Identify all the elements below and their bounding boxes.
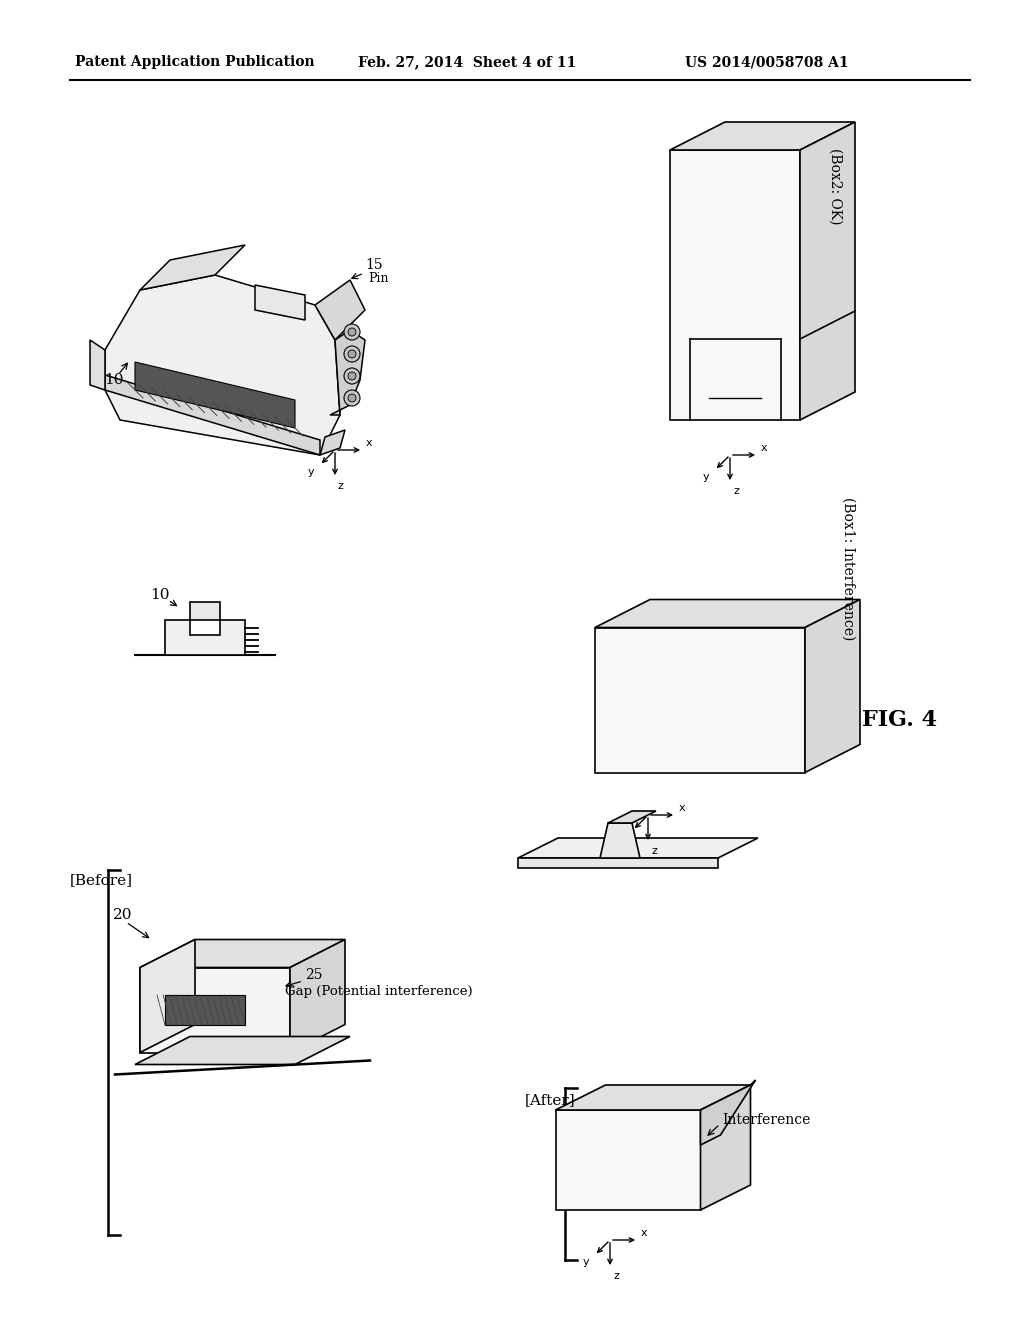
Polygon shape — [595, 599, 860, 627]
Text: 20: 20 — [113, 908, 132, 921]
Text: x: x — [761, 444, 768, 453]
Text: 10: 10 — [150, 587, 170, 602]
Text: x: x — [366, 438, 373, 447]
Text: y: y — [621, 833, 628, 842]
Polygon shape — [595, 627, 805, 772]
Circle shape — [344, 389, 360, 407]
Text: [Before]: [Before] — [70, 873, 133, 887]
Polygon shape — [140, 246, 245, 290]
Polygon shape — [319, 430, 345, 455]
Polygon shape — [670, 121, 855, 150]
Text: z: z — [733, 486, 739, 496]
Text: Feb. 27, 2014  Sheet 4 of 11: Feb. 27, 2014 Sheet 4 of 11 — [358, 55, 577, 69]
Circle shape — [348, 372, 356, 380]
Text: Patent Application Publication: Patent Application Publication — [75, 55, 314, 69]
Polygon shape — [670, 150, 800, 420]
Text: US 2014/0058708 A1: US 2014/0058708 A1 — [685, 55, 849, 69]
Polygon shape — [135, 362, 295, 428]
Polygon shape — [290, 940, 345, 1052]
Polygon shape — [140, 940, 345, 968]
Text: 15: 15 — [365, 257, 383, 272]
Polygon shape — [330, 330, 365, 414]
Polygon shape — [555, 1085, 751, 1110]
Text: y: y — [308, 467, 314, 478]
Polygon shape — [165, 995, 245, 1026]
Text: Interference: Interference — [722, 1113, 810, 1127]
Text: x: x — [679, 803, 686, 813]
Text: y: y — [583, 1258, 590, 1267]
Polygon shape — [700, 1080, 756, 1144]
Polygon shape — [105, 275, 340, 455]
Polygon shape — [805, 599, 860, 772]
Polygon shape — [600, 822, 640, 858]
Circle shape — [348, 350, 356, 358]
Text: Pin: Pin — [368, 272, 388, 285]
Circle shape — [344, 323, 360, 341]
Polygon shape — [518, 858, 718, 869]
Text: (Box2: OK): (Box2: OK) — [828, 149, 842, 224]
Text: 25: 25 — [305, 968, 323, 982]
Polygon shape — [90, 341, 105, 389]
Text: z: z — [338, 480, 344, 491]
Text: 10: 10 — [104, 374, 124, 387]
Text: z: z — [651, 846, 656, 855]
Text: (Box1: Interference): (Box1: Interference) — [841, 496, 855, 640]
Circle shape — [344, 368, 360, 384]
Polygon shape — [105, 375, 319, 455]
Polygon shape — [190, 602, 220, 620]
Polygon shape — [140, 968, 290, 1052]
Polygon shape — [800, 121, 855, 420]
Text: y: y — [702, 473, 710, 482]
Polygon shape — [315, 280, 365, 341]
Polygon shape — [135, 1036, 350, 1064]
Polygon shape — [518, 838, 758, 858]
Polygon shape — [165, 620, 245, 655]
Circle shape — [348, 327, 356, 337]
Polygon shape — [255, 285, 305, 319]
Polygon shape — [700, 1085, 751, 1210]
Text: FIG. 4: FIG. 4 — [862, 709, 938, 731]
Polygon shape — [140, 940, 195, 1052]
Text: z: z — [613, 1271, 618, 1280]
Polygon shape — [555, 1110, 700, 1210]
Circle shape — [348, 393, 356, 403]
Text: x: x — [641, 1228, 647, 1238]
Text: [After]: [After] — [525, 1093, 575, 1107]
Polygon shape — [608, 810, 656, 822]
Text: Gap (Potential interference): Gap (Potential interference) — [285, 986, 473, 998]
Circle shape — [344, 346, 360, 362]
